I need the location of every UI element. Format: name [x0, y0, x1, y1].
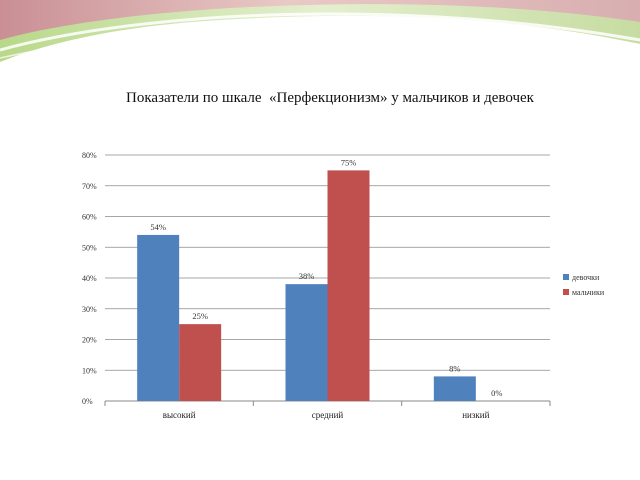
y-tick-label: 60% — [82, 213, 97, 222]
data-label: 0% — [491, 388, 502, 398]
legend-swatch — [563, 289, 569, 295]
x-axis-categories: высокий средний низкий — [163, 410, 490, 420]
y-tick-label: 50% — [82, 243, 97, 252]
y-tick-label: 70% — [82, 182, 97, 191]
legend-label: девочки — [572, 273, 600, 282]
y-axis-ticks: 0% 10% 20% 30% 40% 50% 60% 70% 80% — [82, 151, 97, 406]
data-label: 38% — [299, 271, 315, 281]
y-tick-label: 10% — [82, 366, 97, 375]
y-tick-label: 0% — [82, 397, 93, 406]
data-label: 75% — [341, 157, 357, 167]
y-tick-label: 30% — [82, 305, 97, 314]
bar-series-2 — [327, 170, 370, 401]
data-label: 54% — [150, 222, 166, 232]
category-label: низкий — [462, 410, 489, 420]
legend-label: мальчики — [572, 288, 605, 297]
y-tick-label: 20% — [82, 336, 97, 345]
chart-title: Показатели по шкале «Перфекционизм» у ма… — [126, 90, 534, 106]
bar-series-1 — [285, 284, 328, 401]
category-label: высокий — [163, 410, 196, 420]
data-label: 25% — [192, 311, 208, 321]
bar-series-2 — [179, 324, 222, 401]
data-label: 8% — [449, 363, 460, 373]
data-labels: 54% 25% 38% 75% 8% 0% — [150, 157, 502, 398]
y-tick-label: 40% — [82, 274, 97, 283]
category-label: средний — [312, 410, 344, 420]
decorative-banner — [0, 0, 640, 62]
bar-series-1 — [433, 376, 476, 401]
bars — [137, 170, 476, 401]
bar-series-1 — [137, 234, 180, 401]
legend: девочки мальчики — [563, 273, 605, 297]
legend-swatch — [563, 274, 569, 280]
y-tick-label: 80% — [82, 151, 97, 160]
